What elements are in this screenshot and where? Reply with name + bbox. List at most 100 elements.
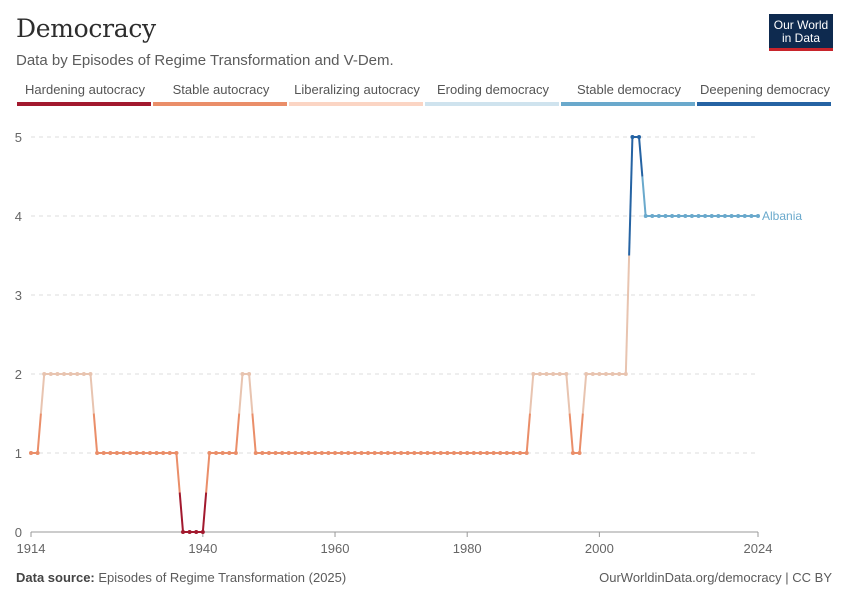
line-segment xyxy=(528,373,535,414)
series-labels: Albania xyxy=(762,209,802,223)
data-point xyxy=(141,451,146,455)
data-point xyxy=(663,214,668,218)
data-point xyxy=(121,451,126,455)
data-point xyxy=(359,451,364,455)
line-segment xyxy=(201,492,208,533)
data-point xyxy=(207,451,212,455)
legend-swatch xyxy=(425,102,559,106)
line-segment xyxy=(178,492,185,533)
data-point xyxy=(465,451,470,455)
legend-item-stable-autocracy[interactable]: Stable autocracy xyxy=(153,82,289,106)
data-point xyxy=(200,530,205,534)
data-point xyxy=(333,451,338,455)
data-point xyxy=(716,214,721,218)
data-point xyxy=(722,214,727,218)
data-point xyxy=(577,451,582,455)
data-point xyxy=(75,372,80,376)
legend: Hardening autocracy Stable autocracy Lib… xyxy=(17,82,833,106)
data-point xyxy=(491,451,496,455)
data-point xyxy=(412,451,417,455)
data-point xyxy=(280,451,285,455)
data-point xyxy=(617,372,622,376)
legend-label: Stable democracy xyxy=(576,82,682,97)
legend-item-liberalizing-autocracy[interactable]: Liberalizing autocracy xyxy=(289,82,425,106)
data-point xyxy=(603,372,608,376)
data-point xyxy=(88,372,93,376)
axes: 0 1 2 3 4 5 1914 1940 1960 1980 2000 2024 xyxy=(15,130,773,556)
data-point xyxy=(650,214,655,218)
data-point xyxy=(557,372,562,376)
data-point xyxy=(134,451,139,455)
data-source-text: Episodes of Regime Transformation (2025) xyxy=(98,570,347,585)
data-point xyxy=(128,451,133,455)
data-point xyxy=(42,372,47,376)
line-segment xyxy=(39,373,46,414)
data-point xyxy=(48,372,53,376)
y-tick-label: 3 xyxy=(15,288,22,303)
data-source: Data source: Episodes of Regime Transfor… xyxy=(16,570,346,585)
data-point xyxy=(630,135,635,139)
data-point xyxy=(379,451,384,455)
data-point xyxy=(293,451,298,455)
data-point xyxy=(637,135,642,139)
data-point xyxy=(181,530,186,534)
line-segment xyxy=(238,373,244,414)
data-point xyxy=(319,451,324,455)
line-segment xyxy=(92,413,99,454)
data-point xyxy=(55,372,60,376)
data-point xyxy=(518,451,523,455)
data-point xyxy=(537,372,542,376)
data-point xyxy=(709,214,714,218)
data-point xyxy=(742,214,747,218)
data-point xyxy=(101,451,106,455)
data-point xyxy=(240,372,245,376)
data-point xyxy=(392,451,397,455)
data-point xyxy=(253,451,258,455)
data-point xyxy=(451,451,456,455)
series-points xyxy=(29,135,760,534)
legend-item-hardening-autocracy[interactable]: Hardening autocracy xyxy=(17,82,153,106)
data-point xyxy=(498,451,503,455)
line-segment xyxy=(624,255,631,375)
data-point xyxy=(445,451,450,455)
x-tick-label: 1980 xyxy=(453,541,482,556)
data-point xyxy=(564,372,569,376)
owid-logo[interactable]: Our World in Data xyxy=(769,14,833,51)
data-point xyxy=(597,372,602,376)
data-point xyxy=(703,214,708,218)
legend-item-deepening-democracy[interactable]: Deepening democracy xyxy=(697,82,833,106)
data-point xyxy=(346,451,351,455)
line-segment xyxy=(638,136,644,177)
data-point xyxy=(108,451,113,455)
data-point xyxy=(696,214,701,218)
data-point xyxy=(68,372,73,376)
data-point xyxy=(227,451,232,455)
legend-swatch xyxy=(697,102,831,106)
data-point xyxy=(584,372,589,376)
legend-item-eroding-democracy[interactable]: Eroding democracy xyxy=(425,82,561,106)
data-point xyxy=(147,451,152,455)
data-point xyxy=(511,451,516,455)
x-tick-label: 1914 xyxy=(17,541,46,556)
data-point xyxy=(418,451,423,455)
data-point xyxy=(233,451,238,455)
source-url-link[interactable]: OurWorldinData.org/democracy | CC BY xyxy=(599,570,832,585)
legend-item-stable-democracy[interactable]: Stable democracy xyxy=(561,82,697,106)
y-tick-label: 5 xyxy=(15,130,22,145)
line-segment xyxy=(581,373,588,414)
data-point xyxy=(623,372,628,376)
data-point xyxy=(471,451,476,455)
line-segment xyxy=(251,413,257,454)
data-point xyxy=(260,451,265,455)
y-tick-label: 2 xyxy=(15,367,22,382)
chart-subtitle: Data by Episodes of Regime Transformatio… xyxy=(16,52,394,69)
x-tick-label: 2000 xyxy=(585,541,614,556)
data-point xyxy=(81,372,86,376)
x-tick-label: 1960 xyxy=(321,541,350,556)
data-point xyxy=(95,451,100,455)
data-point xyxy=(570,451,575,455)
line-segment xyxy=(568,413,574,454)
y-tick-label: 0 xyxy=(15,525,22,540)
data-point xyxy=(29,451,33,455)
data-point xyxy=(161,451,166,455)
